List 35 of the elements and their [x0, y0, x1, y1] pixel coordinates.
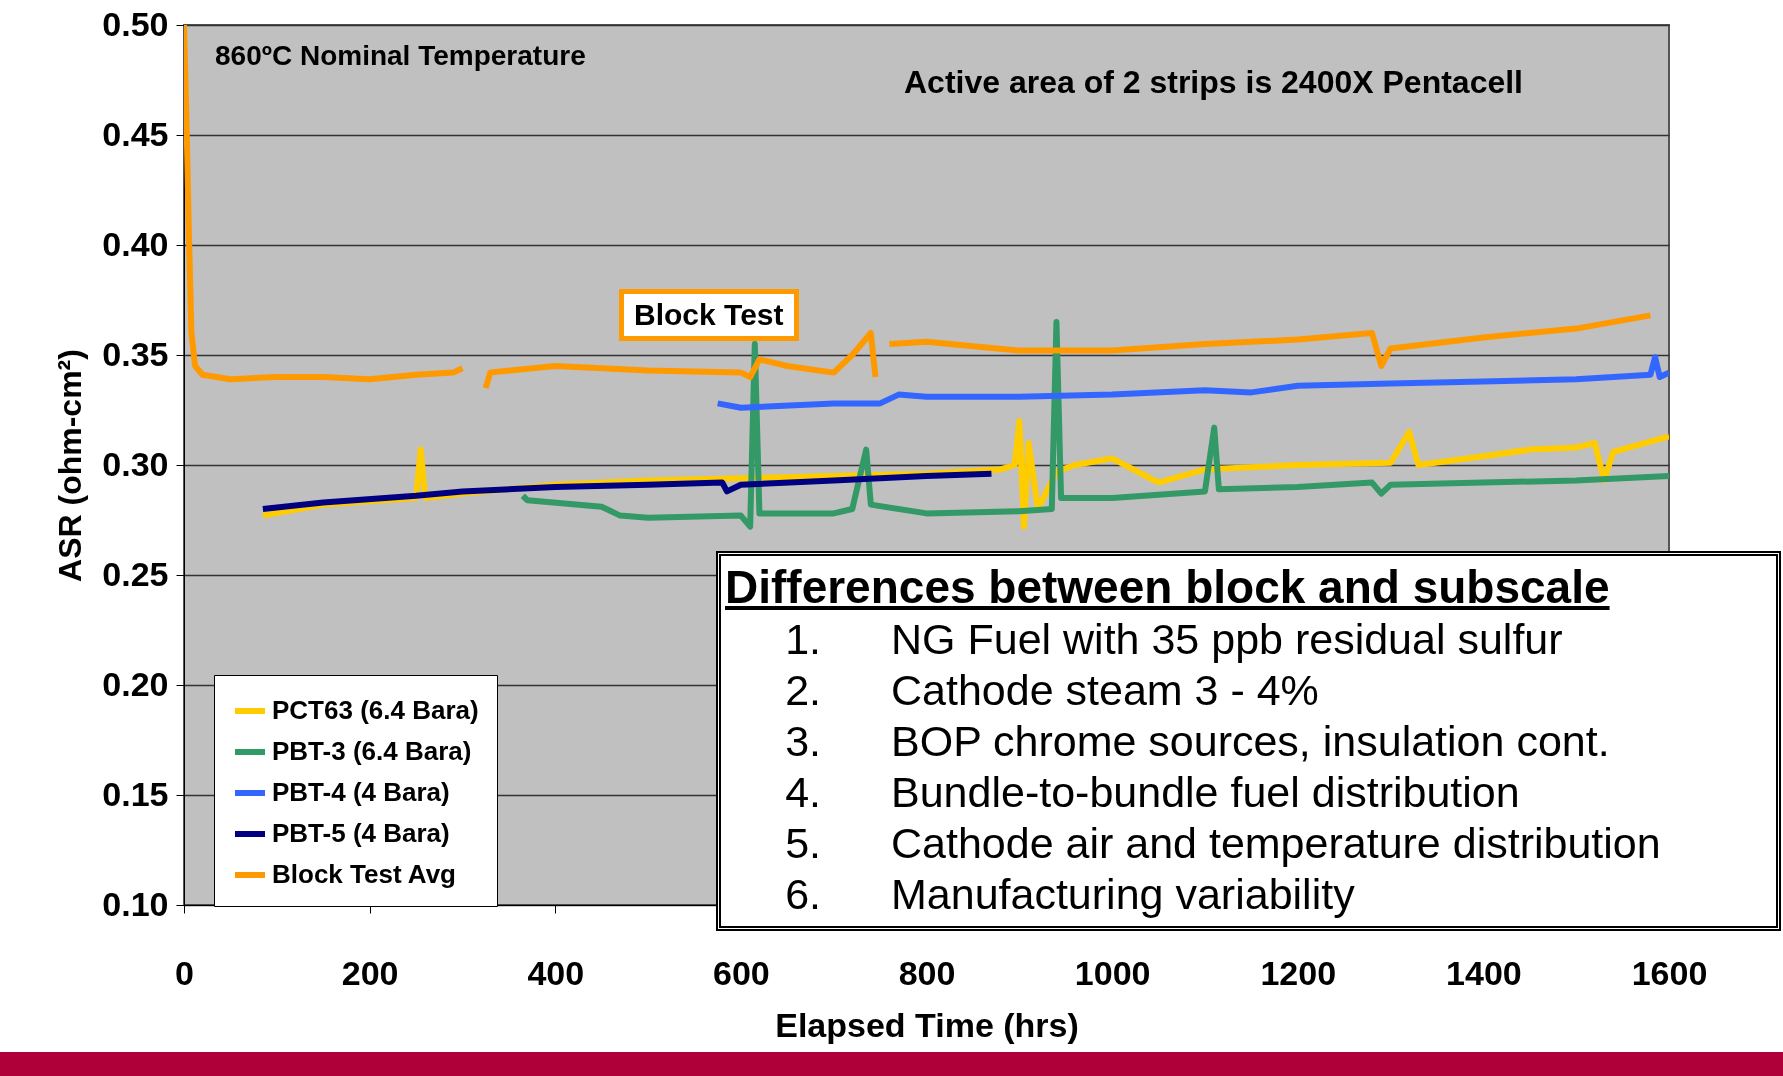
- text: 6. Manufacturing variability: [785, 870, 1355, 918]
- y-tick-label: 0.20: [102, 664, 169, 703]
- x-tick-label: 600: [713, 953, 770, 992]
- x-tick-label: 200: [341, 953, 399, 992]
- y-tick-label: 0.10: [102, 884, 169, 923]
- y-tick-label: 0.15: [102, 774, 169, 813]
- x-tick-label: 800: [898, 953, 956, 992]
- legend-label: PBT-3 (6.4 Bara): [272, 736, 472, 766]
- annotation: Block Test: [619, 289, 799, 341]
- x-tick-label: 1000: [1074, 953, 1151, 992]
- x-tick-label: 0: [175, 953, 194, 992]
- y-tick-label: 0.40: [102, 224, 169, 263]
- y-axis-title: ASR (ohm-cm²): [52, 349, 89, 582]
- legend-label: Block Test Avg: [272, 859, 456, 889]
- annotation: 860ºC Nominal Temperature: [215, 40, 586, 72]
- y-tick-label: 0.25: [102, 554, 169, 593]
- text: 4. Bundle-to-bundle fuel distribution: [785, 768, 1520, 816]
- x-tick-label: 1200: [1260, 953, 1337, 992]
- text: 3. BOP chrome sources, insulation cont.: [785, 717, 1610, 765]
- y-tick-label: 0.50: [102, 4, 169, 43]
- x-tick-label: 1400: [1446, 953, 1522, 992]
- y-tick-label: 0.45: [102, 114, 169, 153]
- legend-label: PBT-5 (4 Bara): [272, 818, 450, 848]
- y-tick-label: 0.35: [102, 334, 169, 373]
- text: 5. Cathode air and temperature distribution: [785, 819, 1661, 867]
- legend-label: PCT63 (6.4 Bara): [272, 695, 479, 725]
- x-tick-label: 1600: [1631, 953, 1708, 992]
- y-tick-label: 0.30: [102, 444, 169, 483]
- legend-label: PBT-4 (4 Bara): [272, 777, 450, 807]
- x-tick-label: 400: [527, 953, 585, 992]
- annotation: Active area of 2 strips is 2400X Pentacell: [904, 64, 1523, 101]
- annotation: Differences between block and subscale: [724, 560, 1611, 614]
- text: 1. NG Fuel with 35 ppb residual sulfur: [785, 615, 1563, 663]
- text: 2. Cathode steam 3 - 4%: [785, 666, 1319, 714]
- x-axis-title: Elapsed Time (hrs): [775, 1005, 1079, 1044]
